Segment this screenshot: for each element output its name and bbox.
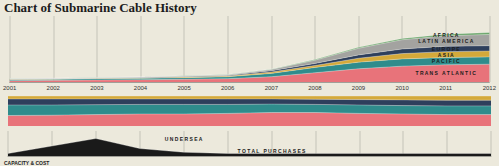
svg-text:2005: 2005 (177, 85, 191, 91)
svg-text:E U R O P E: E U R O P E (432, 46, 461, 52)
svg-text:T R A N S A T L A N T I C: T R A N S A T L A N T I C (415, 70, 476, 76)
svg-text:P A C I F I C: P A C I F I C (432, 58, 460, 64)
svg-text:2004: 2004 (134, 85, 148, 91)
svg-text:T O T A L P U R C H A S E S: T O T A L P U R C H A S E S (237, 148, 306, 154)
svg-text:2003: 2003 (90, 85, 104, 91)
svg-text:2009: 2009 (352, 85, 366, 91)
svg-text:L A T I N A M E R I C A: L A T I N A M E R I C A (418, 38, 473, 44)
svg-text:2007: 2007 (265, 85, 279, 91)
svg-text:2011: 2011 (439, 85, 453, 91)
svg-text:2002: 2002 (47, 85, 61, 91)
svg-text:2001: 2001 (3, 85, 17, 91)
svg-text:2006: 2006 (221, 85, 235, 91)
svg-text:A F R I C A: A F R I C A (433, 32, 459, 38)
svg-text:2012: 2012 (483, 85, 497, 91)
svg-text:2010: 2010 (395, 85, 409, 91)
svg-text:2008: 2008 (308, 85, 322, 91)
svg-text:A S I A: A S I A (438, 52, 454, 58)
svg-text:Chart of Submarine Cable Histo: Chart of Submarine Cable History (4, 0, 197, 15)
svg-text:U N D E R S E A: U N D E R S E A (165, 136, 203, 142)
svg-text:CAPACITY & COST: CAPACITY & COST (4, 160, 49, 166)
